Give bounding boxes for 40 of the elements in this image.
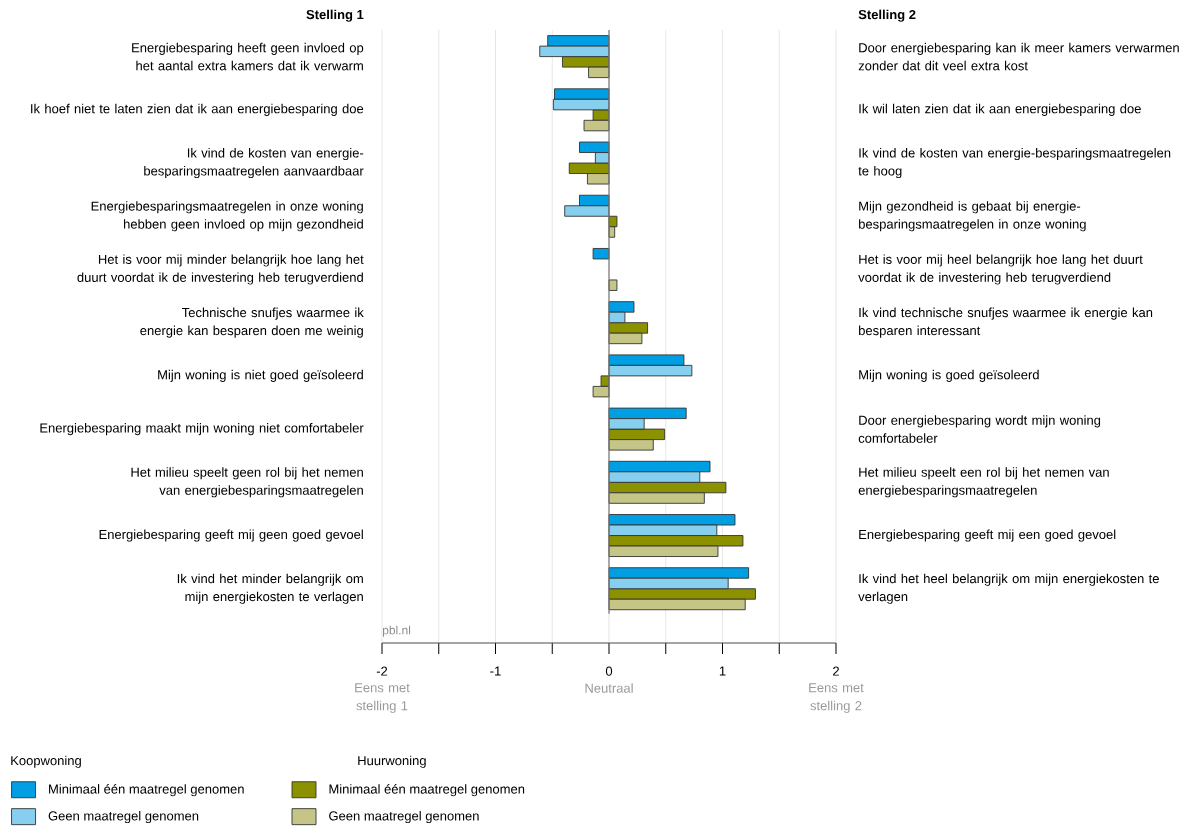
annotation: pbl.nl <box>382 625 411 637</box>
y-axis-title: Stelling 1 <box>306 9 364 22</box>
legend-label: Minimaal één maatregel genomen <box>329 783 525 797</box>
x-tick-label: 0 <box>605 666 613 676</box>
y2-tick-label: Mijn woning is goed geïsoleerd <box>859 369 1039 382</box>
x-tick-label: -2 <box>376 666 388 676</box>
legend-label: Geen maatregel genomen <box>329 810 479 824</box>
text: Koopwoning <box>11 755 81 768</box>
y-tick-label: Ik hoef niet te laten zien dat ik aan energiebesparing doe <box>31 103 364 116</box>
y-tick-label: Energiebesparing heeft geen invloed op het aantal extra kamers dat ik verwarm <box>132 42 364 71</box>
text: Neutraal <box>585 683 633 693</box>
y2-tick-label: Door energiebesparing kan ik meer kamers verwarmen zonder dat dit veel extra kost <box>858 42 1179 71</box>
y2-tick-label: Het is voor mij heel belangrijk hoe lang het duurt voordat ik de investering heb terugverdiend <box>858 254 1143 285</box>
y-tick-label: Ik vind het minder belangrijk om mijn energiekosten te verlagen <box>177 573 363 604</box>
y2-tick-label: Ik vind technische snufjes waarmee ik energie kan besparen interessant <box>859 307 1153 338</box>
y-tick-label: Energiebesparing maakt mijn woning niet comfortabeler <box>40 423 364 436</box>
y2-tick-label: Ik vind de kosten van energie-besparingsmaatregelen te hoog <box>858 147 1171 179</box>
y2-axis-title: Stelling 2 <box>858 9 916 22</box>
y2-tick-label: Mijn gezondheid is gebaat bij energie-besparingsmaatregelen in onze woning <box>859 201 1086 232</box>
legend-label: Minimaal één maatregel genomen <box>49 783 244 797</box>
text: Eens met stelling 1 <box>355 683 410 713</box>
y-tick-label: Energiebesparingsmaatregelen in onze woning hebben geen invloed op mijn gezondheid <box>91 201 363 232</box>
y-tick-label: Het milieu speelt geen rol bij het nemen van energiebesparingsmaatregelen <box>131 467 363 498</box>
text: Eens met stelling 2 <box>809 683 864 713</box>
y-tick-label: Technische snufjes waarmee ik energie kan besparen doen me weinig <box>140 307 364 338</box>
text: Huurwoning <box>358 755 426 768</box>
x-tick-label: 2 <box>833 666 839 676</box>
y2-tick-label: Ik vind het heel belangrijk om mijn energiekosten te verlagen <box>858 573 1159 604</box>
y-tick-label: Mijn woning is niet goed geïsoleerd <box>158 369 363 382</box>
legend-label: Geen maatregel genomen <box>48 810 199 824</box>
y-tick-label: Ik vind de kosten van energie-besparingsmaatregelen aanvaardbaar <box>144 147 364 179</box>
x-tick-label: 1 <box>719 666 726 676</box>
bar <box>592 248 610 260</box>
y2-tick-label: Energiebesparing geeft mij een goed gevoel <box>859 529 1116 542</box>
y-tick-label: Het is voor mij minder belangrijk hoe lang het duurt voordat ik de investering heb terugverdiend <box>77 254 364 285</box>
y2-tick-label: Door energiebesparing wordt mijn woning comfortabeler <box>858 415 1101 443</box>
y-tick-label: Energiebesparing geeft mij geen goed gevoel <box>99 529 363 542</box>
y2-tick-label: Ik wil laten zien dat ik aan energiebesparing doe <box>859 103 1141 116</box>
x-tick-label: -1 <box>490 666 501 676</box>
y2-tick-label: Het milieu speelt een rol bij het nemen van energiebesparingsmaatregelen <box>858 467 1109 498</box>
